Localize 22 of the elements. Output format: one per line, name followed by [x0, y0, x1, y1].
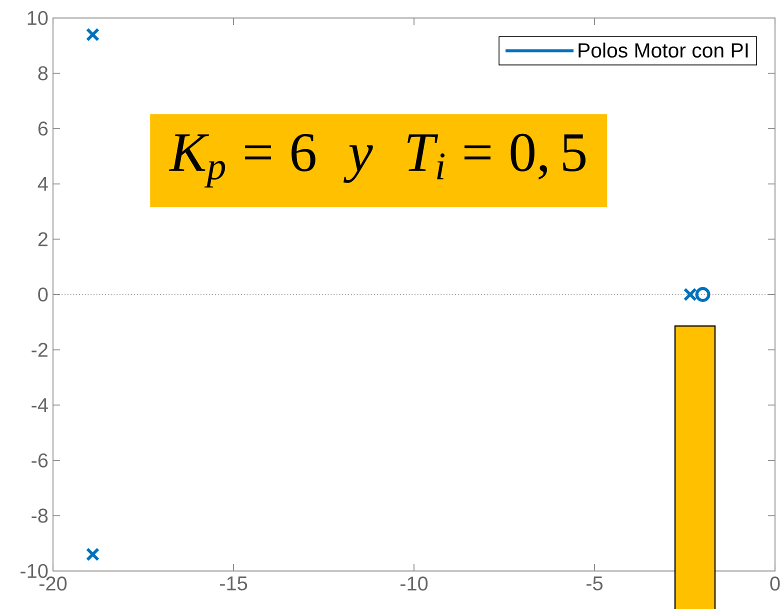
- y-tick-label: 6: [38, 122, 48, 136]
- y-tick-label: 4: [38, 177, 48, 191]
- y-tick-label: -2: [32, 342, 48, 357]
- y-tick-label: 10: [28, 10, 48, 26]
- y-tick-label: -4: [32, 398, 48, 412]
- y-tick-label: 2: [38, 232, 48, 246]
- point: [683, 288, 697, 302]
- x-tick-label: -10: [400, 576, 428, 591]
- annotation: $K_p = 6 \;\; y \;\; T_i = 0,5$: [168, 134, 586, 188]
- x-tick-label: -5: [586, 576, 603, 590]
- y-tick-label: 8: [38, 66, 48, 80]
- point: [695, 286, 710, 302]
- x-tick-label: -20: [39, 576, 67, 591]
- x-tick-label: -15: [220, 576, 248, 590]
- legend-label: Polos Motor con PI: [578, 42, 748, 58]
- point: [86, 28, 100, 42]
- y-tick-label: -6: [32, 453, 48, 468]
- x-tick-label: 0: [770, 576, 780, 591]
- point: [86, 548, 100, 562]
- y-tick-label: 0: [38, 287, 48, 302]
- y-tick-label: -8: [32, 508, 48, 523]
- y-tick-label: -10: [20, 564, 48, 578]
